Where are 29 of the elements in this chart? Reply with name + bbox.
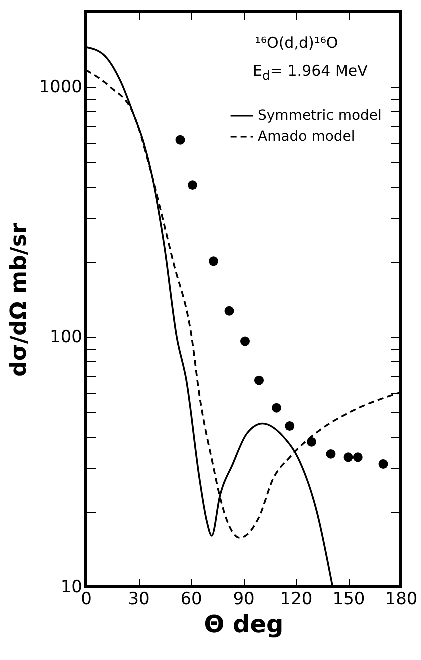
- y-tick-label: 1000: [39, 78, 82, 98]
- legend-label: Amado model: [258, 129, 356, 145]
- point: [240, 336, 250, 346]
- point: [254, 376, 264, 386]
- point: [326, 449, 336, 459]
- point: [176, 135, 186, 145]
- legend-label: Symmetric model: [258, 108, 382, 124]
- annotation: E$_{d}$= 1.964 MeV: [253, 62, 368, 83]
- x-tick-label: 90: [233, 590, 255, 610]
- point: [224, 306, 234, 316]
- point: [307, 437, 316, 447]
- x-tick-label: 120: [280, 590, 313, 610]
- x-tick-label: 30: [128, 590, 150, 610]
- x-axis-title: Θ deg: [204, 610, 284, 638]
- y-axis-title: dσ/dΩ mb/sr: [7, 223, 32, 377]
- point: [272, 403, 282, 413]
- point: [353, 452, 363, 462]
- y-tick-label: 100: [50, 328, 82, 348]
- point: [188, 180, 198, 190]
- point: [344, 452, 354, 462]
- point: [285, 421, 295, 431]
- x-tick-label: 180: [385, 590, 418, 610]
- annotation: ¹⁶O(d,d)¹⁶O: [255, 34, 338, 52]
- x-tick-label: 0: [81, 590, 92, 610]
- y-tick-label: 10: [60, 578, 82, 598]
- point: [378, 459, 388, 469]
- x-tick-label: 60: [180, 590, 202, 610]
- point: [209, 256, 218, 266]
- x-tick-label: 150: [332, 590, 366, 610]
